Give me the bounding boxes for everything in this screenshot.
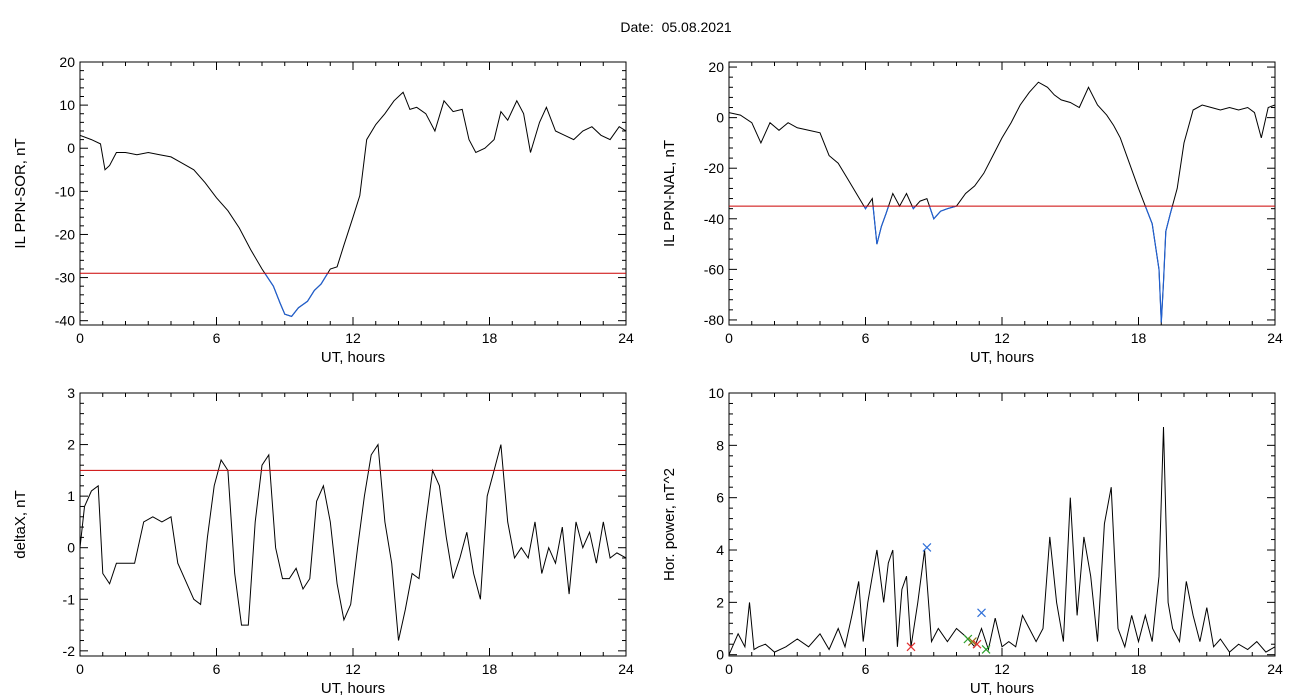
x-tick-label: 6 bbox=[862, 661, 870, 677]
x-marker-stroke bbox=[906, 642, 916, 652]
y-tick-label: 4 bbox=[716, 542, 724, 558]
y-tick-label: 3 bbox=[67, 385, 75, 401]
y-tick-label: 1 bbox=[67, 488, 75, 504]
y-tick-label: -20 bbox=[704, 160, 724, 176]
x-tick-label: 18 bbox=[482, 330, 498, 346]
x-tick-label: 18 bbox=[1131, 661, 1147, 677]
x-tick-label: 24 bbox=[1267, 661, 1283, 677]
x-marker bbox=[906, 642, 916, 652]
y-tick-label: 0 bbox=[716, 647, 724, 663]
tick-marks bbox=[728, 392, 1276, 656]
date-label: Date: bbox=[620, 19, 654, 35]
series-below-threshold bbox=[264, 273, 329, 318]
tick-marks bbox=[79, 392, 627, 656]
y-tick-label: -20 bbox=[55, 226, 75, 242]
y-axis-label: IL PPN-SOR, nT bbox=[12, 138, 29, 248]
x-tick-label: 0 bbox=[76, 661, 84, 677]
y-tick-label: -1 bbox=[63, 591, 76, 607]
date-value: 05.08.2021 bbox=[661, 19, 732, 35]
y-tick-label: 2 bbox=[716, 594, 724, 610]
plot-frame bbox=[79, 61, 627, 326]
x-tick-label: 12 bbox=[345, 330, 361, 346]
y-tick-label: 20 bbox=[708, 59, 724, 75]
y-tick-label: 8 bbox=[716, 437, 724, 453]
y-tick-label: -60 bbox=[704, 261, 724, 277]
y-axis-label: Hor. power, nT^2 bbox=[661, 468, 678, 581]
x-axis-label: UT, hours bbox=[321, 680, 385, 697]
x-marker-stroke bbox=[968, 637, 977, 647]
series-line bbox=[729, 81, 1275, 323]
x-tick-label: 12 bbox=[994, 330, 1010, 346]
x-marker-stroke bbox=[981, 645, 991, 654]
x-marker bbox=[963, 634, 973, 644]
x-tick-label: 24 bbox=[618, 330, 634, 346]
y-tick-label: 10 bbox=[708, 385, 724, 401]
y-tick-label: 6 bbox=[716, 490, 724, 506]
series-below-threshold bbox=[863, 206, 1173, 323]
y-axis-label: IL PPN-NAL, nT bbox=[661, 140, 678, 247]
x-tick-label: 12 bbox=[345, 661, 361, 677]
y-tick-label: 20 bbox=[59, 54, 75, 70]
x-tick-label: 6 bbox=[862, 330, 870, 346]
chart-panel-4: 0 6 12 18 24 10 8 6 4 2 0 UT, hours Hor. power, nT^2 bbox=[661, 385, 1283, 697]
x-marker bbox=[972, 639, 982, 649]
x-tick-label: 6 bbox=[213, 330, 221, 346]
plot-frame bbox=[79, 392, 627, 657]
chart-panel-2: 0 6 12 18 24 20 0 -20 -40 -60 -80 UT, hours IL PPN-N… bbox=[661, 59, 1283, 366]
tick-marks bbox=[728, 62, 1276, 325]
x-tick-label: 24 bbox=[1267, 330, 1283, 346]
y-tick-label: 0 bbox=[67, 140, 75, 156]
x-marker bbox=[922, 542, 932, 552]
y-tick-label: -30 bbox=[55, 270, 75, 286]
chart-panel-1: 0 6 12 18 24 20 10 0 -10 -20 -30 -40 UT, hours IL PPN… bbox=[12, 54, 634, 366]
x-marker-stroke bbox=[922, 542, 932, 552]
x-marker-stroke bbox=[963, 634, 973, 644]
plot-frame bbox=[728, 61, 1276, 326]
y-tick-label: 0 bbox=[716, 110, 724, 126]
x-tick-label: 18 bbox=[1131, 330, 1147, 346]
y-tick-label: -10 bbox=[55, 183, 75, 199]
chart-panel-3: 0 6 12 18 24 3 2 1 0 -1 -2 UT, hours deltaX, nT bbox=[12, 385, 634, 697]
x-axis-label: UT, hours bbox=[970, 349, 1034, 366]
x-marker bbox=[977, 608, 986, 618]
x-tick-label: 0 bbox=[725, 330, 733, 346]
x-marker bbox=[981, 645, 991, 654]
x-tick-label: 24 bbox=[618, 661, 634, 677]
x-axis-label: UT, hours bbox=[970, 680, 1034, 697]
y-tick-label: -40 bbox=[55, 313, 75, 329]
x-tick-label: 12 bbox=[994, 661, 1010, 677]
series-line bbox=[80, 443, 626, 641]
x-tick-label: 6 bbox=[213, 661, 221, 677]
y-tick-label: -80 bbox=[704, 312, 724, 328]
y-tick-label: 2 bbox=[67, 437, 75, 453]
y-tick-label: -2 bbox=[63, 643, 76, 659]
y-tick-label: -40 bbox=[704, 211, 724, 227]
x-marker-stroke bbox=[977, 608, 986, 618]
y-tick-label: 10 bbox=[59, 97, 75, 113]
x-marker bbox=[968, 637, 977, 647]
x-tick-label: 18 bbox=[482, 661, 498, 677]
x-marker-stroke bbox=[972, 639, 982, 649]
x-tick-label: 0 bbox=[725, 661, 733, 677]
figure-title: Date: 05.08.2021 bbox=[0, 19, 1300, 35]
y-tick-label: 0 bbox=[67, 540, 75, 556]
series-line bbox=[729, 426, 1275, 655]
x-axis-label: UT, hours bbox=[321, 349, 385, 366]
x-tick-label: 0 bbox=[76, 330, 84, 346]
series-line bbox=[80, 91, 626, 317]
tick-marks bbox=[79, 61, 627, 325]
y-axis-label: deltaX, nT bbox=[12, 490, 29, 558]
